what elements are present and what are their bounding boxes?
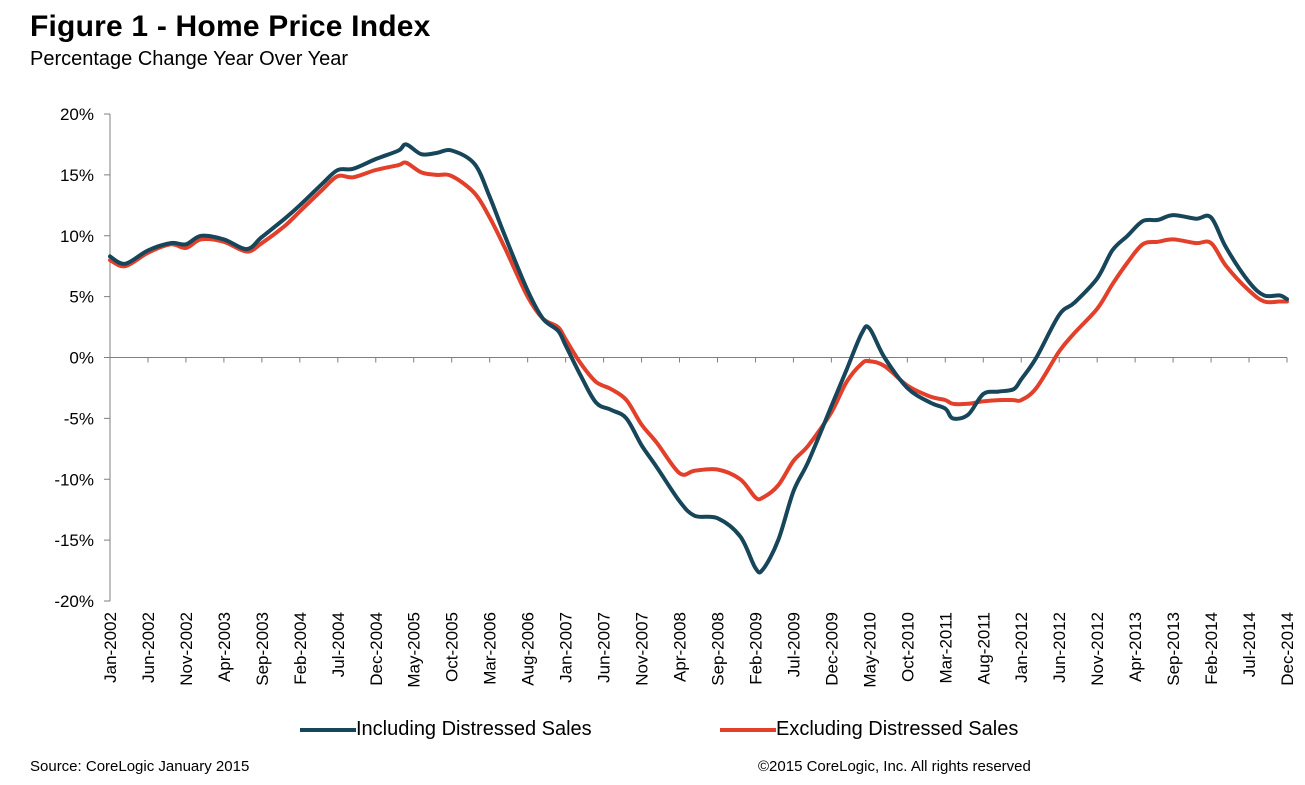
x-tick-label: Jul-2009 <box>784 612 803 677</box>
x-tick-label: Sep-2003 <box>253 612 272 686</box>
x-tick-label: Nov-2002 <box>177 612 196 686</box>
x-tick-label: Sep-2013 <box>1164 612 1183 686</box>
series-layer <box>108 142 1289 575</box>
x-tick-label: Dec-2009 <box>822 612 841 686</box>
x-tick-label: Jan-2002 <box>101 612 120 683</box>
x-tick-label: May-2005 <box>405 612 424 688</box>
copyright-note: ©2015 CoreLogic, Inc. All rights reserve… <box>758 758 1031 775</box>
legend-label-excluding: Excluding Distressed Sales <box>776 718 1019 740</box>
x-tick-label: Apr-2008 <box>671 612 690 682</box>
y-tick-label: -15% <box>54 531 94 550</box>
y-tick-label: -10% <box>54 470 94 489</box>
x-tick-label: Jun-2012 <box>1050 612 1069 683</box>
x-tick-label: Jan-2012 <box>1012 612 1031 683</box>
y-axis: 20% 15% 10% 5% 0% -5% -10% -15% -20% <box>54 105 111 611</box>
y-tick-label: 10% <box>60 227 94 246</box>
x-tick-label: Jan-2007 <box>557 612 576 683</box>
x-tick-label: Mar-2011 <box>936 612 955 684</box>
legend-swatch-including <box>300 727 356 732</box>
source-note: Source: CoreLogic January 2015 <box>30 758 250 775</box>
x-axis: Jan-2002 Jun-2002 Nov-2002 Apr-2003 Sep-2003… <box>101 357 1297 688</box>
x-tick-label: Feb-2009 <box>746 612 765 685</box>
x-tick-label: Feb-2014 <box>1202 612 1221 685</box>
x-tick-label: Jul-2004 <box>329 612 348 677</box>
x-tick-label: May-2010 <box>860 612 879 688</box>
x-tick-label: Oct-2005 <box>443 612 462 682</box>
chart-legend: Including Distressed Sales Excluding Dis… <box>300 718 1060 746</box>
x-tick-label: Nov-2012 <box>1088 612 1107 686</box>
x-tick-label: Jun-2002 <box>139 612 158 683</box>
line-chart: 20% 15% 10% 5% 0% -5% -10% -15% -20% Jan-2002 Jun… <box>54 105 1297 688</box>
y-tick-label: 15% <box>60 166 94 185</box>
x-tick-label: Aug-2011 <box>974 612 993 684</box>
x-tick-label: Jul-2014 <box>1240 612 1259 677</box>
x-tick-label: Nov-2007 <box>633 612 652 686</box>
y-tick-label: -5% <box>64 409 94 428</box>
x-tick-label: Apr-2003 <box>215 612 234 682</box>
chart-title: Figure 1 - Home Price Index <box>30 10 431 43</box>
series-line-excluding-distressed <box>108 160 1289 502</box>
legend-swatch-excluding <box>720 727 776 732</box>
x-tick-label: Aug-2006 <box>519 612 538 686</box>
y-tick-label: 0% <box>69 349 94 368</box>
x-tick-label: Jun-2007 <box>595 612 614 683</box>
x-tick-label: Feb-2004 <box>291 612 310 685</box>
y-tick-label: 5% <box>69 288 94 307</box>
legend-item-including: Including Distressed Sales <box>300 718 592 741</box>
legend-item-excluding: Excluding Distressed Sales <box>720 718 1018 741</box>
y-tick-label: 20% <box>60 105 94 124</box>
series-line-including-distressed <box>108 142 1289 575</box>
y-tick-label: -20% <box>54 592 94 611</box>
chart-subtitle: Percentage Change Year Over Year <box>30 48 349 70</box>
x-tick-label: Mar-2006 <box>481 612 500 685</box>
x-tick-label: Apr-2013 <box>1126 612 1145 682</box>
x-tick-label: Dec-2014 <box>1278 612 1297 686</box>
x-tick-label: Dec-2004 <box>367 612 386 686</box>
x-tick-label: Oct-2010 <box>898 612 917 682</box>
x-tick-label: Sep-2008 <box>708 612 727 686</box>
legend-label-including: Including Distressed Sales <box>356 718 592 740</box>
